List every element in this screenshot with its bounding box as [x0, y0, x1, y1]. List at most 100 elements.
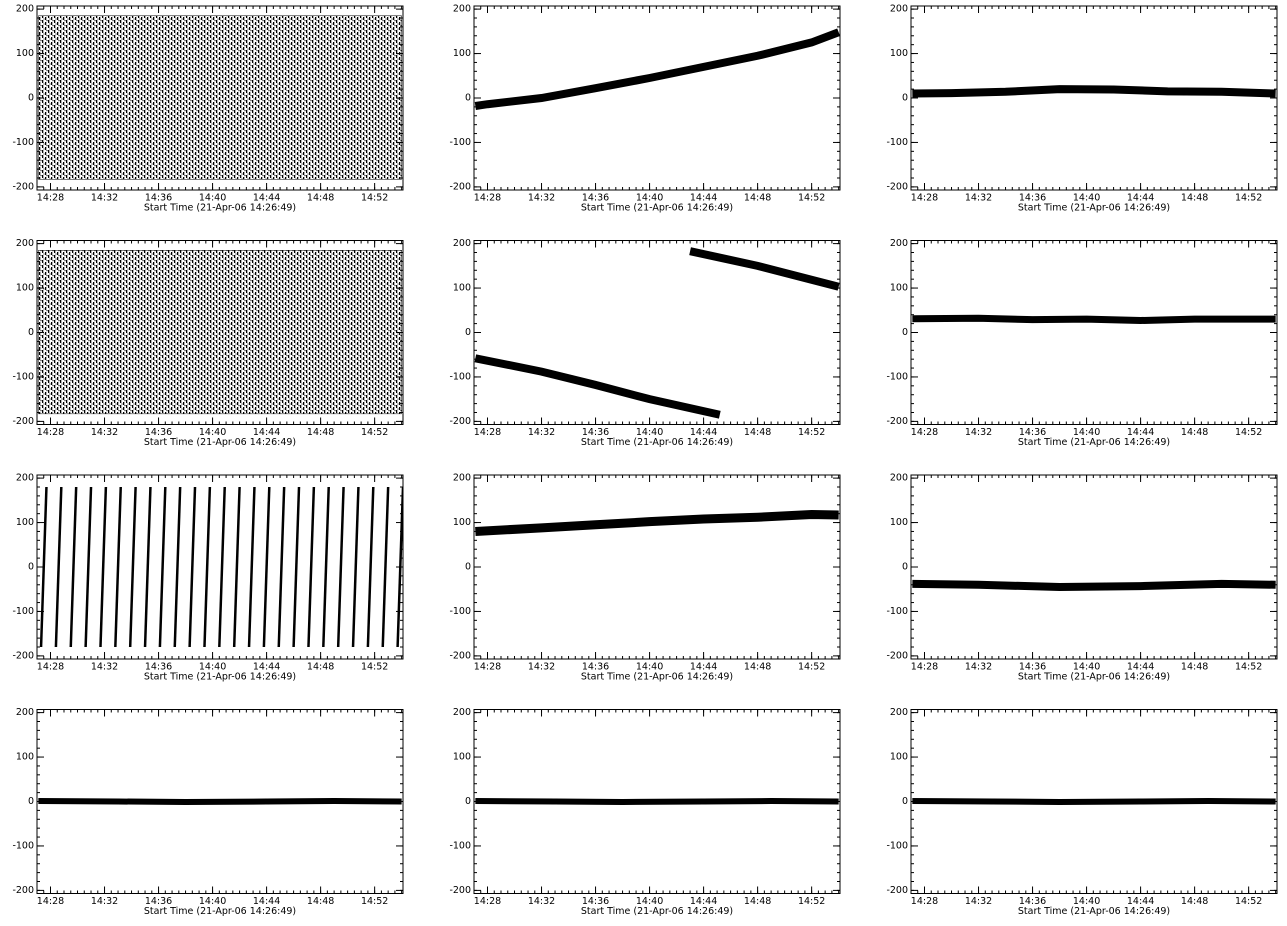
data-line	[232, 486, 241, 648]
y-tick-label: 200	[16, 238, 34, 249]
x-tick-label: 14:32	[528, 662, 555, 673]
x-tick-label: 14:44	[253, 427, 280, 438]
y-tick-label: -100	[12, 137, 34, 148]
x-tick-label: 14:44	[253, 193, 280, 204]
data-line	[912, 314, 1276, 325]
y-tick-label: -100	[886, 606, 908, 617]
y-tick-label: 200	[16, 473, 34, 484]
x-tick-label: 14:44	[253, 662, 280, 673]
x-tick-label: 14:36	[582, 193, 609, 204]
y-tick-label: -200	[886, 885, 908, 896]
panel: 14:28 14:32 14:36 14:40 14:44 14:48 14:52 -200 -…	[886, 238, 1278, 448]
x-tick-label: 14:40	[636, 896, 663, 907]
scatter-band	[38, 15, 402, 180]
panel: 14:28 14:32 14:36 14:40 14:44 14:48 14:52 -200 -…	[886, 707, 1278, 917]
y-tick-label: 100	[453, 517, 471, 528]
plot-frame	[910, 5, 1278, 191]
data-line	[475, 798, 839, 805]
y-tick-label: -200	[886, 650, 908, 661]
data-line	[247, 486, 256, 648]
y-tick-label: 0	[28, 327, 34, 338]
x-tick-label: 14:52	[1235, 427, 1262, 438]
x-axis-label: Start Time (21-Apr-06 14:26:49)	[144, 437, 296, 448]
x-tick-label: 14:32	[965, 427, 992, 438]
x-tick-label: 14:32	[91, 896, 118, 907]
x-tick-label: 14:36	[1019, 662, 1046, 673]
y-tick-label: 0	[902, 796, 908, 807]
x-tick-label: 14:32	[965, 193, 992, 204]
data-line	[188, 486, 197, 648]
y-tick-label: 100	[890, 517, 908, 528]
x-tick-label: 14:36	[1019, 896, 1046, 907]
plot-frame	[910, 474, 1278, 660]
x-tick-label: 14:40	[199, 193, 226, 204]
data-line	[84, 486, 93, 648]
y-tick-label: -100	[449, 606, 471, 617]
plot-area	[912, 579, 1276, 592]
x-tick-label: 14:32	[91, 662, 118, 673]
data-line	[277, 486, 286, 648]
x-tick-label: 14:36	[1019, 193, 1046, 204]
plot-area	[475, 798, 839, 805]
x-tick-label: 14:28	[911, 662, 938, 673]
x-tick-label: 14:40	[199, 427, 226, 438]
x-tick-label: 14:48	[1181, 662, 1208, 673]
plot-area	[912, 85, 1276, 98]
y-tick-label: -100	[449, 371, 471, 382]
data-line	[366, 486, 375, 648]
data-line	[173, 486, 182, 648]
data-line	[143, 486, 152, 648]
plot-area	[475, 510, 839, 536]
x-tick-label: 14:52	[361, 193, 388, 204]
x-tick-label: 14:36	[582, 896, 609, 907]
x-tick-label: 14:40	[199, 896, 226, 907]
x-tick-label: 14:40	[636, 662, 663, 673]
x-tick-label: 14:32	[528, 896, 555, 907]
data-line	[474, 354, 721, 419]
y-tick-label: 200	[16, 707, 34, 718]
x-tick-label: 14:40	[1073, 662, 1100, 673]
y-tick-label: 0	[465, 796, 471, 807]
data-line	[351, 486, 360, 648]
plot-area	[474, 247, 840, 419]
x-axis-label: Start Time (21-Apr-06 14:26:49)	[1018, 203, 1170, 214]
x-tick-label: 14:32	[528, 427, 555, 438]
x-tick-label: 14:36	[1019, 427, 1046, 438]
plot-area	[38, 798, 402, 805]
y-tick-label: 100	[453, 283, 471, 294]
x-tick-label: 14:28	[474, 662, 501, 673]
x-tick-label: 14:28	[37, 427, 64, 438]
panel: 14:28 14:32 14:36 14:40 14:44 14:48 14:52 -200 -…	[12, 707, 404, 917]
y-tick-label: 0	[28, 562, 34, 573]
x-axis-label: Start Time (21-Apr-06 14:26:49)	[581, 203, 733, 214]
x-tick-label: 14:28	[911, 427, 938, 438]
x-axis-label: Start Time (21-Apr-06 14:26:49)	[144, 906, 296, 917]
data-line	[218, 486, 226, 648]
data-line	[292, 486, 301, 648]
y-tick-label: -200	[449, 416, 471, 427]
y-tick-label: 0	[465, 93, 471, 104]
x-axis-label: Start Time (21-Apr-06 14:26:49)	[144, 672, 296, 683]
plot-frame	[473, 474, 841, 660]
y-tick-label: -100	[12, 606, 34, 617]
panel: 14:28 14:32 14:36 14:40 14:44 14:48 14:52 -200 -…	[449, 238, 841, 448]
data-line	[307, 486, 316, 648]
y-tick-label: 200	[453, 473, 471, 484]
y-tick-label: 0	[902, 93, 908, 104]
y-tick-label: -200	[12, 416, 34, 427]
y-tick-label: -100	[449, 137, 471, 148]
x-tick-label: 14:48	[1181, 193, 1208, 204]
data-line	[912, 579, 1276, 592]
y-tick-label: -200	[449, 181, 471, 192]
x-tick-label: 14:44	[1127, 427, 1154, 438]
x-tick-label: 14:52	[1235, 193, 1262, 204]
panel: 14:28 14:32 14:36 14:40 14:44 14:48 14:52 -200 -…	[886, 473, 1278, 683]
y-tick-label: -200	[449, 650, 471, 661]
x-tick-label: 14:32	[528, 193, 555, 204]
y-tick-label: -200	[886, 416, 908, 427]
plot-area	[39, 486, 403, 648]
scatter-band	[38, 250, 402, 415]
data-line	[128, 486, 137, 648]
y-tick-label: 0	[465, 562, 471, 573]
y-tick-label: 100	[16, 283, 34, 294]
